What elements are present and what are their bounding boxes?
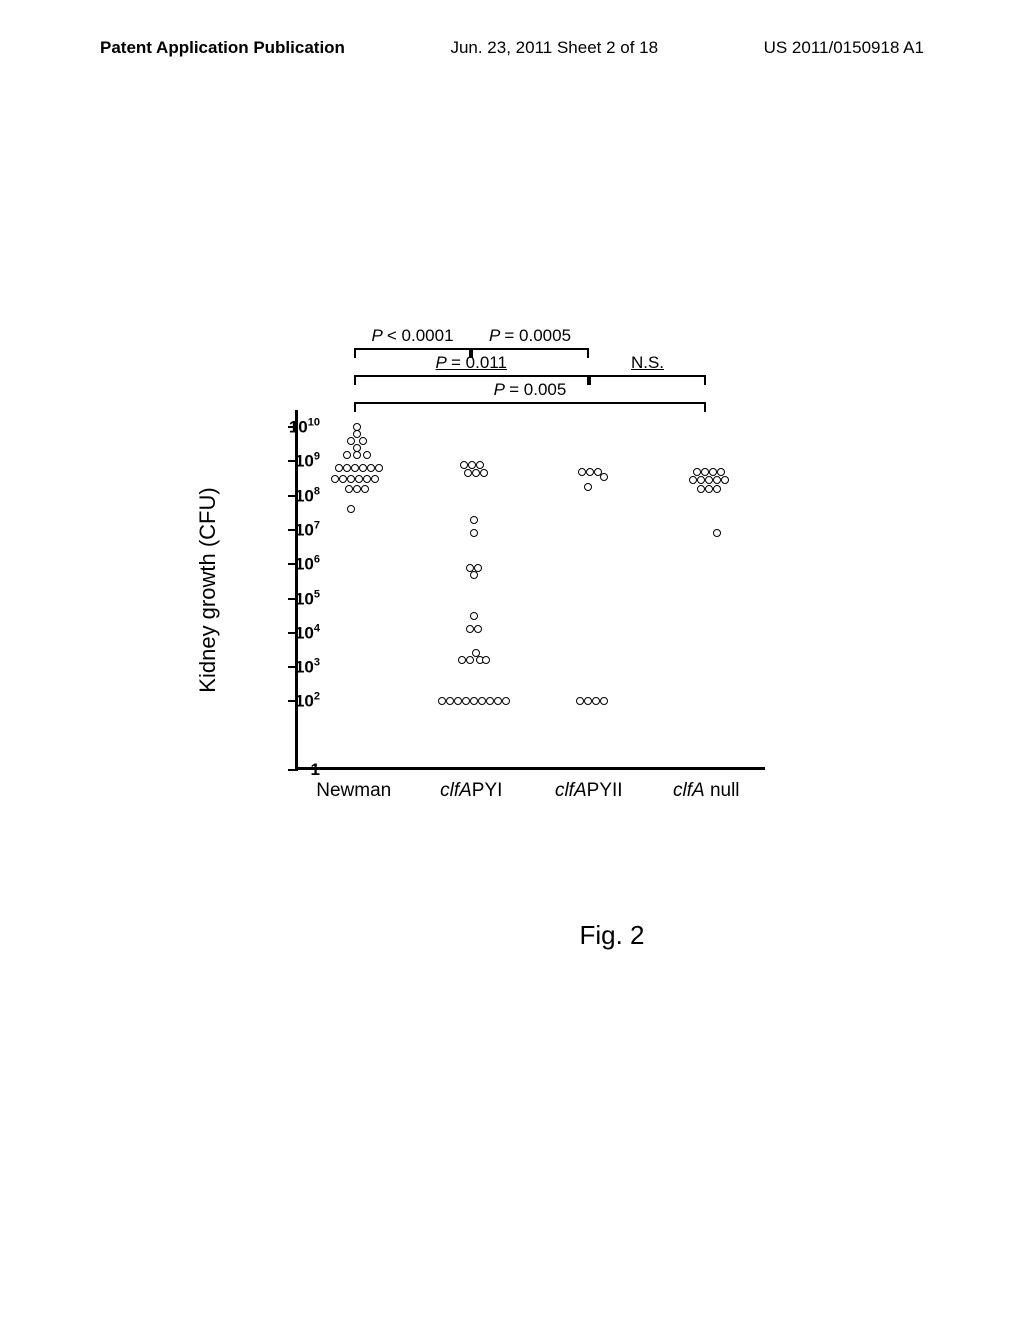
- data-point: [472, 469, 480, 477]
- data-point: [335, 464, 343, 472]
- data-point: [721, 476, 729, 484]
- p-value-bracket: [471, 348, 589, 350]
- y-tick-label: 107: [295, 520, 320, 541]
- data-point: [361, 485, 369, 493]
- data-point: [600, 697, 608, 705]
- data-point: [339, 475, 347, 483]
- data-point: [371, 475, 379, 483]
- p-value-bracket: [354, 375, 589, 377]
- data-point: [717, 468, 725, 476]
- data-point: [458, 656, 466, 664]
- y-tick-label: 1: [311, 760, 320, 780]
- data-point: [494, 697, 502, 705]
- scatter-chart: Kidney growth (CFU) 1 102 103 104 105 106 107 1…: [180, 290, 800, 830]
- header-left: Patent Application Publication: [100, 38, 345, 58]
- header-center: Jun. 23, 2011 Sheet 2 of 18: [450, 38, 658, 58]
- data-point: [584, 483, 592, 491]
- data-point: [576, 697, 584, 705]
- data-point: [375, 464, 383, 472]
- data-point: [367, 464, 375, 472]
- data-point: [347, 475, 355, 483]
- p-value-label: P < 0.0001: [371, 326, 453, 346]
- data-point: [600, 473, 608, 481]
- data-point: [351, 464, 359, 472]
- y-tick-label: 106: [295, 554, 320, 575]
- data-point: [482, 656, 490, 664]
- y-tick-label: 104: [295, 623, 320, 644]
- data-point: [701, 468, 709, 476]
- p-value-bracket: [354, 348, 472, 350]
- p-value-label: P = 0.0005: [489, 326, 571, 346]
- data-point: [697, 476, 705, 484]
- data-point: [689, 476, 697, 484]
- data-point: [470, 571, 478, 579]
- data-point: [446, 697, 454, 705]
- y-tick-label: 103: [295, 657, 320, 678]
- data-point: [438, 697, 446, 705]
- data-point: [363, 451, 371, 459]
- data-point: [345, 485, 353, 493]
- data-point: [584, 697, 592, 705]
- data-point: [460, 461, 468, 469]
- data-point: [697, 485, 705, 493]
- data-point: [709, 468, 717, 476]
- figure-caption: Fig. 2: [0, 920, 1024, 951]
- data-point: [470, 612, 478, 620]
- page-header: Patent Application Publication Jun. 23, …: [0, 38, 1024, 58]
- data-point: [355, 475, 363, 483]
- data-point: [578, 468, 586, 476]
- x-tick-label: Newman: [316, 780, 391, 802]
- data-point: [462, 697, 470, 705]
- data-point: [343, 464, 351, 472]
- y-axis-title: Kidney growth (CFU): [195, 487, 221, 692]
- p-value-label: N.S.: [631, 353, 664, 373]
- header-right: US 2011/0150918 A1: [764, 38, 924, 58]
- data-point: [705, 485, 713, 493]
- data-point: [486, 697, 494, 705]
- y-tick-label: 102: [295, 691, 320, 712]
- data-point: [464, 469, 472, 477]
- p-value-label: P = 0.005: [494, 380, 567, 400]
- y-tick: [288, 769, 298, 771]
- data-point: [466, 656, 474, 664]
- data-point: [347, 505, 355, 513]
- data-point: [353, 485, 361, 493]
- data-point: [468, 461, 476, 469]
- data-point: [454, 697, 462, 705]
- data-point: [343, 451, 351, 459]
- x-tick-label: clfA null: [673, 780, 740, 802]
- data-point: [713, 485, 721, 493]
- data-point: [470, 697, 478, 705]
- data-point: [474, 625, 482, 633]
- data-point: [713, 529, 721, 537]
- x-tick-label: clfAPYII: [555, 780, 623, 802]
- data-point: [353, 451, 361, 459]
- data-point: [592, 697, 600, 705]
- p-value-bracket: [354, 402, 707, 404]
- y-tick-label: 105: [295, 588, 320, 609]
- data-point: [480, 469, 488, 477]
- data-point: [476, 461, 484, 469]
- data-point: [713, 476, 721, 484]
- y-tick-label: 108: [295, 485, 320, 506]
- y-tick-label: 109: [295, 451, 320, 472]
- p-value-bracket: [589, 375, 707, 377]
- data-point: [470, 516, 478, 524]
- data-point: [359, 464, 367, 472]
- data-point: [331, 475, 339, 483]
- data-point: [363, 475, 371, 483]
- y-tick-label: 1010: [289, 417, 320, 438]
- data-point: [586, 468, 594, 476]
- plot-area: [295, 410, 765, 770]
- data-point: [693, 468, 701, 476]
- data-point: [478, 697, 486, 705]
- x-tick-label: clfAPYI: [440, 780, 502, 802]
- data-point: [470, 529, 478, 537]
- data-point: [359, 437, 367, 445]
- data-point: [705, 476, 713, 484]
- data-point: [466, 625, 474, 633]
- data-point: [502, 697, 510, 705]
